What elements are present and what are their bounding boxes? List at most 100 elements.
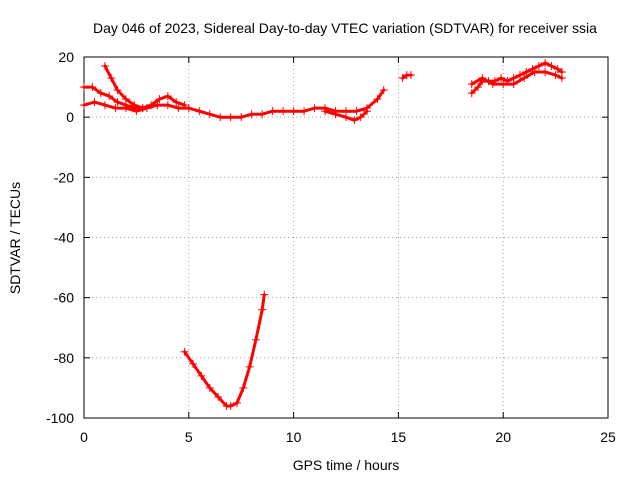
data-point (174, 104, 183, 113)
data-point (551, 71, 560, 80)
data-point (499, 80, 508, 89)
data-point (80, 101, 88, 110)
data-point (547, 62, 556, 71)
data-point (88, 83, 97, 92)
data-point (406, 71, 415, 80)
data-point (188, 359, 197, 368)
data-point (398, 74, 407, 83)
series-3 (100, 62, 147, 113)
y-tick-label: 20 (58, 49, 74, 65)
y-tick-label: -40 (54, 230, 74, 246)
data-point (530, 68, 539, 77)
data-point (497, 74, 506, 83)
data-point (356, 113, 365, 122)
data-point (260, 290, 269, 299)
data-point (541, 68, 550, 77)
data-point (488, 80, 497, 89)
data-point (300, 107, 309, 116)
data-point (258, 110, 267, 119)
data-point (197, 371, 206, 380)
x-tick-label: 20 (495, 429, 511, 445)
grid (84, 57, 608, 418)
y-tick-label: -100 (46, 410, 74, 426)
data-point (214, 392, 223, 401)
x-axis: 0 5 10 15 20 25 (80, 57, 616, 445)
data-point (350, 116, 359, 125)
data-point (216, 113, 225, 122)
data-point (205, 383, 214, 392)
data-point (121, 95, 130, 104)
data-point (478, 74, 487, 83)
data-point (509, 80, 518, 89)
data-point (557, 74, 566, 83)
data-point (111, 104, 120, 113)
data-point (163, 101, 172, 110)
data-point (247, 110, 256, 119)
plot-frame (83, 56, 609, 419)
data-point (474, 83, 483, 92)
data-point (467, 89, 476, 98)
series-line (82, 88, 386, 119)
data-point (226, 113, 235, 122)
data-point (534, 62, 543, 71)
data-point (113, 98, 122, 107)
y-tick-label: 0 (66, 109, 74, 125)
data-point (289, 107, 298, 116)
data-point (541, 59, 550, 68)
y-tick-label: -20 (54, 169, 74, 185)
data-point (362, 107, 371, 116)
data-point (130, 101, 139, 110)
series-5 (398, 71, 415, 83)
series-line (183, 293, 266, 408)
data-point (279, 107, 288, 116)
data-point (163, 92, 172, 101)
y-tick-label: -80 (54, 350, 74, 366)
data-point (147, 101, 156, 110)
data-point (107, 74, 116, 83)
data-point (105, 92, 114, 101)
series-8 (180, 290, 269, 410)
data-point (180, 101, 189, 110)
x-tick-label: 25 (600, 429, 616, 445)
x-axis-label: GPS time / hours (293, 457, 400, 473)
data-point (184, 104, 193, 113)
data-point (522, 68, 531, 77)
data-point (113, 86, 122, 95)
data-point (520, 74, 529, 83)
data-point (237, 113, 246, 122)
x-tick-label: 15 (391, 429, 407, 445)
data-point (268, 107, 277, 116)
y-tick-label: -60 (54, 290, 74, 306)
data-point (321, 107, 330, 116)
data-point (80, 83, 88, 92)
data-point (352, 107, 361, 116)
data-series (80, 59, 566, 410)
data-point (310, 104, 319, 113)
chart-title: Day 046 of 2023, Sidereal Day-to-day VTE… (93, 20, 597, 36)
data-point (553, 65, 562, 74)
data-point (100, 101, 109, 110)
series-7 (467, 68, 566, 89)
x-tick-label: 10 (286, 429, 302, 445)
data-point (467, 80, 476, 89)
series-line (470, 70, 564, 86)
data-point (155, 95, 164, 104)
data-point (138, 104, 147, 113)
data-point (342, 113, 350, 122)
data-point (373, 95, 382, 104)
data-point (96, 89, 105, 98)
data-point (205, 110, 214, 119)
data-point (245, 362, 254, 371)
x-tick-label: 5 (185, 429, 193, 445)
data-point (180, 347, 189, 356)
series-4 (321, 107, 371, 125)
data-point (239, 383, 248, 392)
data-point (379, 86, 388, 95)
data-point (226, 401, 235, 410)
data-point (172, 98, 181, 107)
data-point (515, 71, 524, 80)
x-tick-label: 0 (80, 429, 88, 445)
data-point (195, 107, 204, 116)
data-point (331, 110, 340, 119)
data-point (258, 305, 267, 314)
